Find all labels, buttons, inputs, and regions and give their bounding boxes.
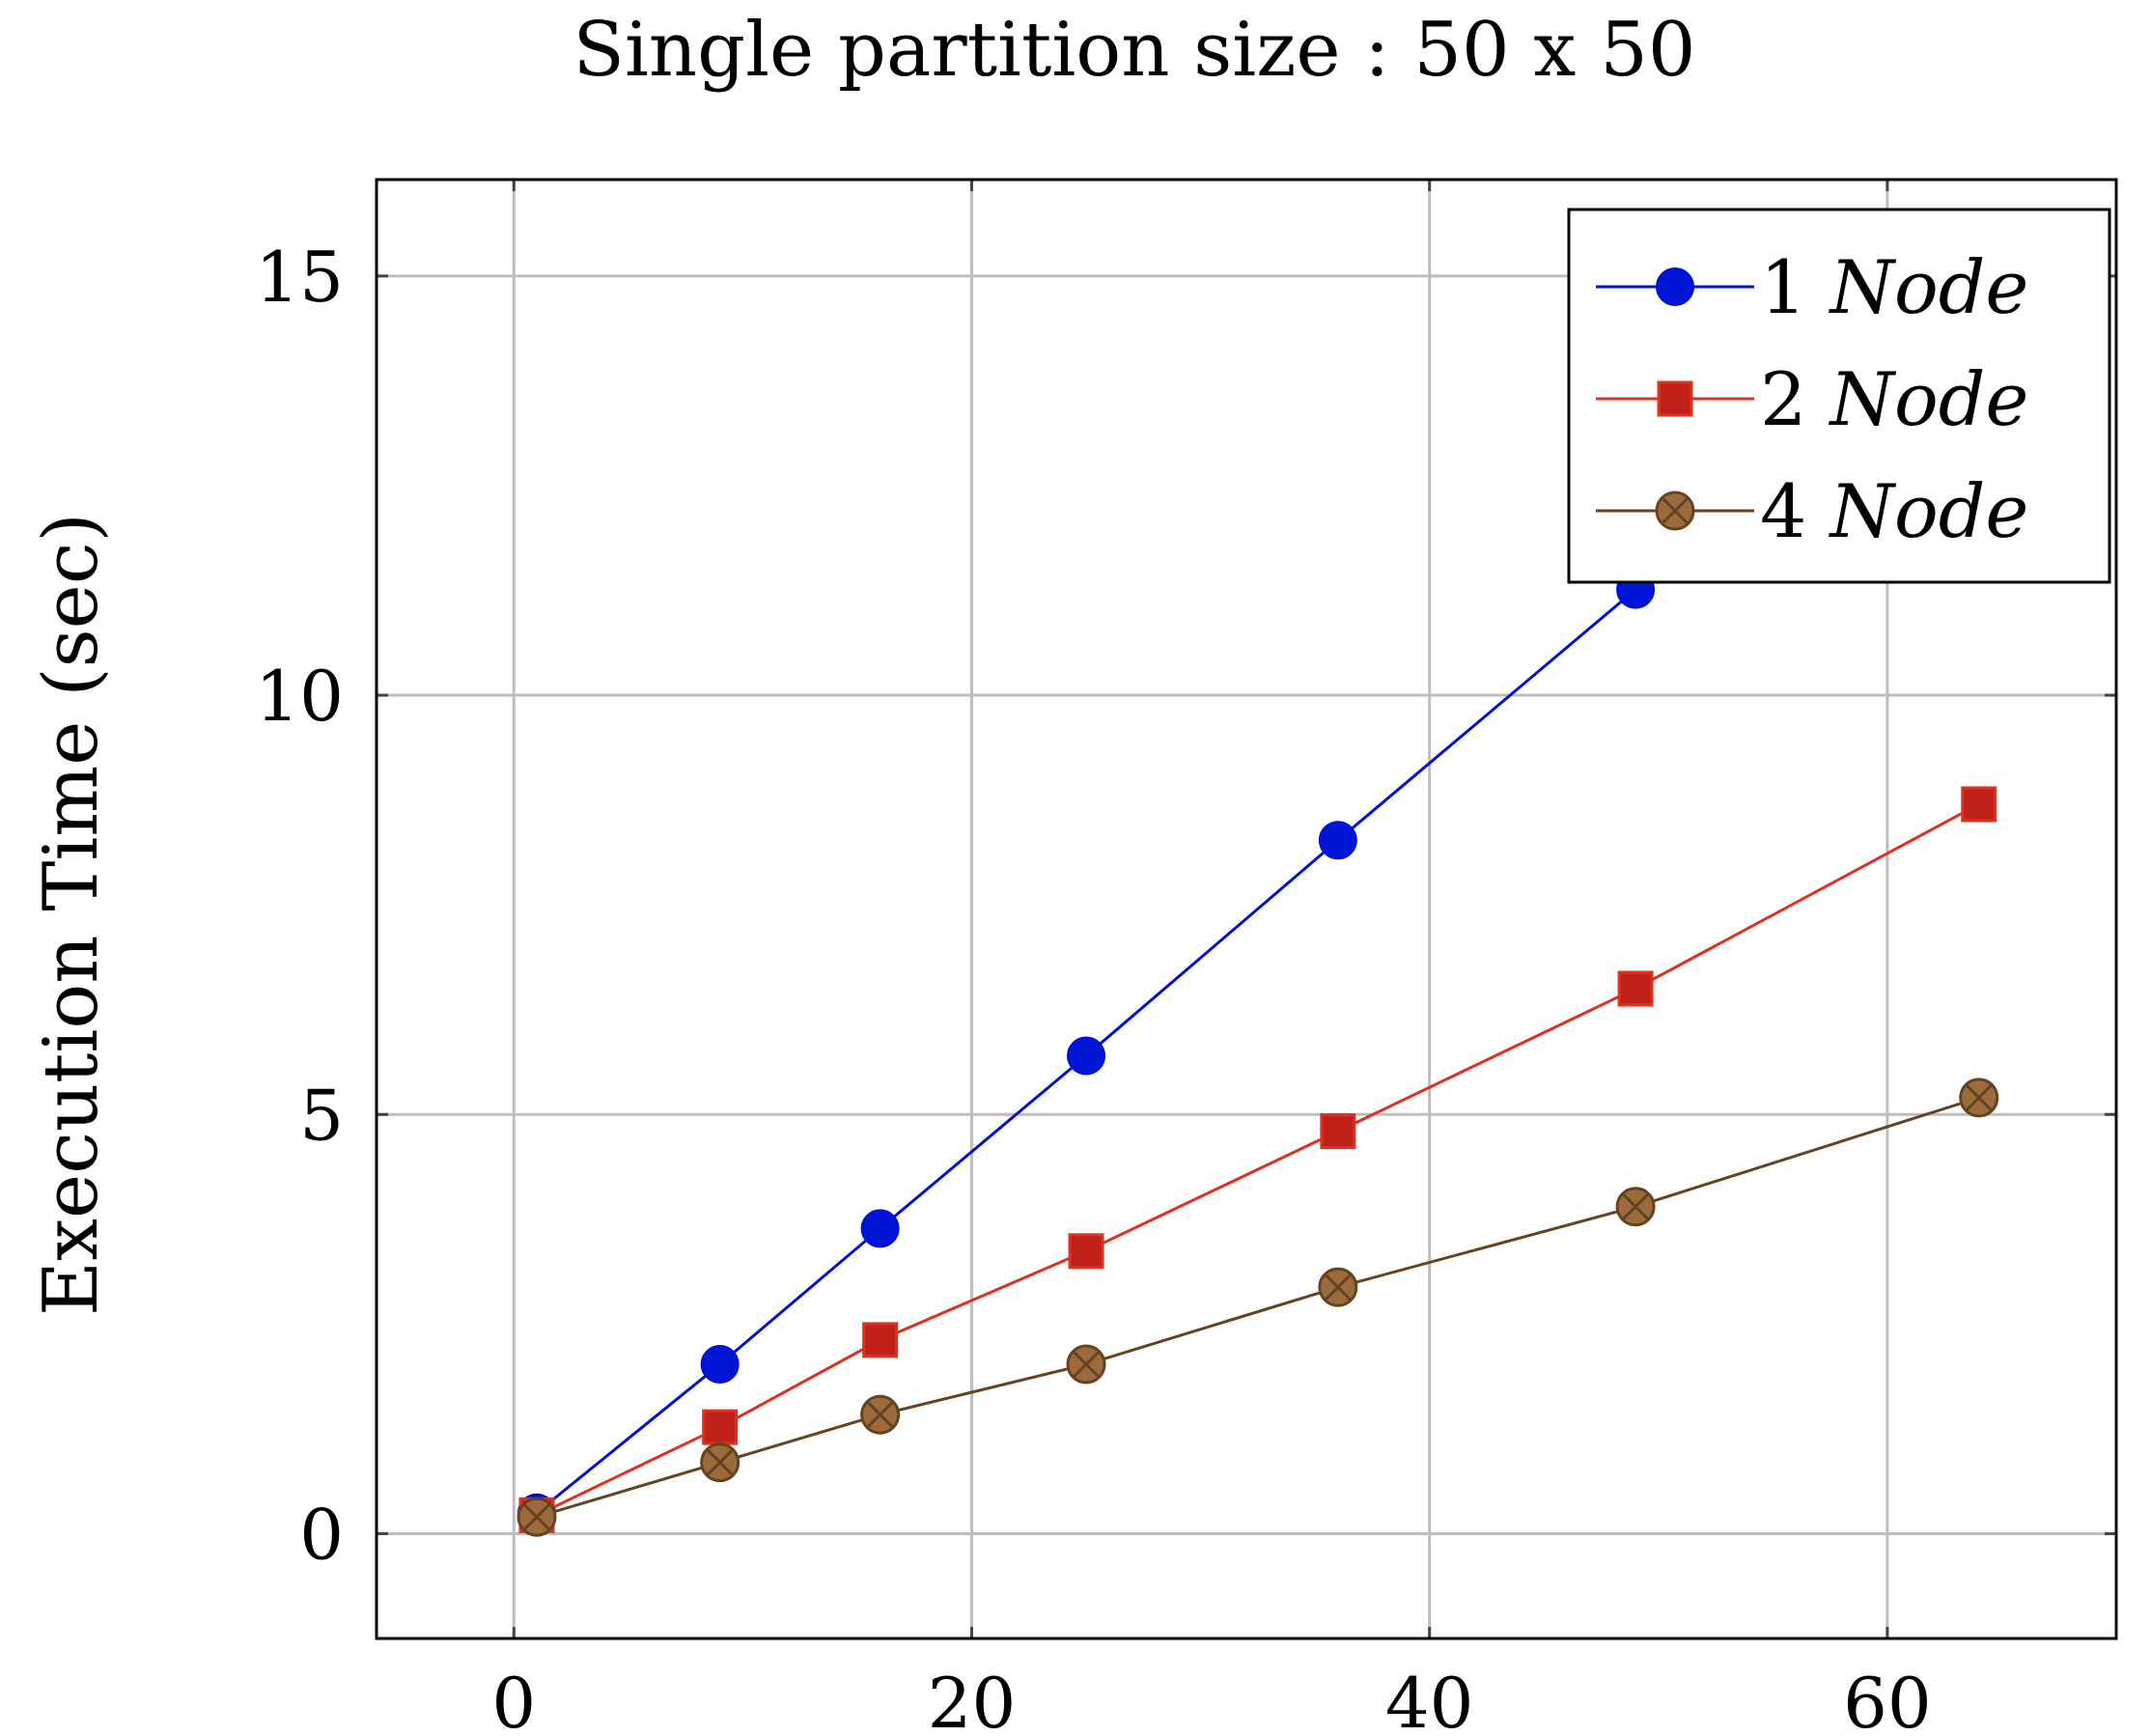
- data-point: [1320, 1113, 1356, 1150]
- data-point: [1067, 1036, 1106, 1076]
- legend-marker: [1656, 267, 1694, 306]
- legend-label: 1 Node: [1760, 244, 2028, 330]
- data-point: [860, 1209, 900, 1248]
- data-point: [700, 1442, 740, 1483]
- x-tick-label: 60: [1843, 1663, 1932, 1736]
- data-point: [860, 1394, 901, 1435]
- series-layer: [517, 570, 1999, 1537]
- legend-item: 1 Node: [1596, 244, 2028, 330]
- chart-title: Single partition size : 50 x 50: [573, 7, 1696, 94]
- data-point: [702, 1409, 739, 1445]
- legend-word: Node: [1829, 468, 2029, 554]
- data-point: [862, 1322, 899, 1358]
- legend-marker: [1655, 490, 1695, 531]
- series-line: [536, 1096, 1980, 1519]
- y-tick-label: 10: [255, 656, 344, 737]
- legend-word: Node: [1829, 356, 2029, 442]
- legend-marker: [1657, 380, 1693, 417]
- x-tick-label: 0: [491, 1663, 536, 1736]
- legend-label: 4 Node: [1760, 468, 2028, 554]
- axis-ticks: 0 20 40 60 0 5 10 15: [255, 180, 2116, 1736]
- legend-word: Node: [1829, 244, 2029, 330]
- data-point: [1961, 786, 1997, 823]
- data-point: [700, 1345, 740, 1385]
- legend-number: 2: [1760, 356, 1830, 442]
- data-point: [1068, 1233, 1104, 1270]
- legend-number: 1: [1760, 244, 1830, 330]
- data-point: [1959, 1078, 1999, 1118]
- data-point: [1066, 1344, 1106, 1385]
- series-line: [536, 588, 1637, 1514]
- x-tick-label: 40: [1385, 1663, 1474, 1736]
- plot-frame: [375, 178, 2118, 1640]
- y-axis-label: Execution Time (sec): [28, 513, 115, 1316]
- legend-item: 2 Node: [1596, 356, 2028, 442]
- y-tick-label: 5: [299, 1075, 344, 1156]
- x-tick-label: 20: [928, 1663, 1017, 1736]
- data-point: [517, 1497, 557, 1537]
- legend-label: 2 Node: [1760, 356, 2028, 442]
- data-point: [1318, 1267, 1358, 1307]
- data-point: [1318, 821, 1357, 860]
- y-tick-label: 0: [299, 1494, 344, 1575]
- series-line: [536, 802, 1980, 1517]
- y-tick-label: 15: [255, 237, 344, 318]
- series-3: [517, 1078, 1999, 1537]
- data-point: [1615, 1187, 1656, 1227]
- data-point: [1617, 970, 1654, 1007]
- series-2: [518, 786, 1997, 1533]
- legend-item: 4 Node: [1596, 468, 2028, 554]
- series-1: [517, 570, 1656, 1532]
- legend-number: 4: [1760, 468, 1830, 554]
